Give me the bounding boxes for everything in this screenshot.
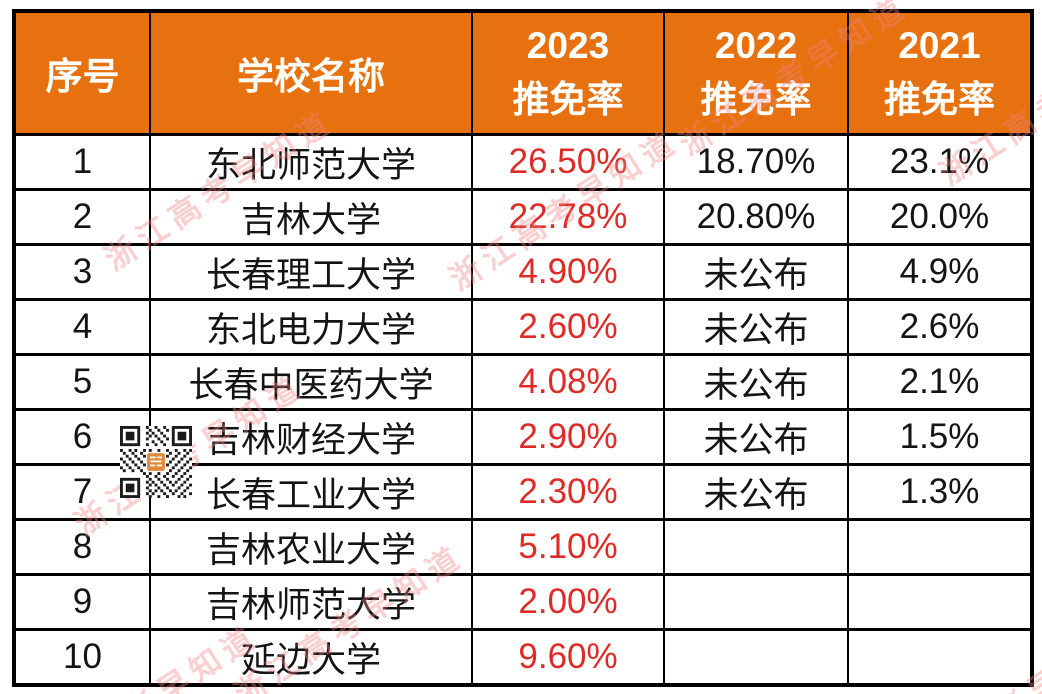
cell-seq: 9 — [13, 573, 151, 631]
table-row: 10 延边大学 9.60% — [13, 628, 1033, 687]
cell-rate-2021: 2.1% — [847, 353, 1033, 411]
cell-school-name: 吉林大学 — [149, 188, 473, 246]
cell-rate-2021: 4.9% — [847, 243, 1033, 301]
cell-rate-2022 — [663, 573, 849, 631]
cell-school-name: 吉林师范大学 — [149, 573, 473, 631]
cell-rate-2022: 未公布 — [663, 408, 849, 466]
cell-school-name: 延边大学 — [149, 628, 473, 687]
cell-rate-2021 — [847, 573, 1033, 631]
cell-rate-2022: 20.80% — [663, 188, 849, 246]
qr-code — [120, 426, 192, 498]
cell-rate-2021: 23.1% — [847, 133, 1033, 191]
cell-rate-2022 — [663, 518, 849, 576]
exemption-rate-table-wrap: 序号 学校名称 2023 推免率 2022 推免率 2021 推免率 — [12, 9, 1034, 687]
table-row: 8 吉林农业大学 5.10% — [13, 518, 1033, 576]
cell-rate-2021: 2.6% — [847, 298, 1033, 356]
year-2022: 2022 — [714, 25, 798, 67]
table-row: 1 东北师范大学 26.50% 18.70% 23.1% — [13, 133, 1033, 191]
cell-rate-2022: 未公布 — [663, 353, 849, 411]
cell-seq: 4 — [13, 298, 151, 356]
table-row: 9 吉林师范大学 2.00% — [13, 573, 1033, 631]
cell-rate-2023: 2.00% — [471, 573, 665, 631]
cell-rate-2022 — [663, 628, 849, 687]
cell-rate-2023: 26.50% — [471, 133, 665, 191]
cell-seq: 3 — [13, 243, 151, 301]
col-header-2023-rate: 2023 推免率 — [471, 9, 665, 136]
table-row: 4 东北电力大学 2.60% 未公布 2.6% — [13, 298, 1033, 356]
cell-rate-2023: 2.90% — [471, 408, 665, 466]
cell-rate-2021: 20.0% — [847, 188, 1033, 246]
cell-rate-2021 — [847, 628, 1033, 687]
cell-rate-2023: 4.90% — [471, 243, 665, 301]
table-row: 6 吉林财经大学 2.90% 未公布 1.5% — [13, 408, 1033, 466]
cell-rate-2021 — [847, 518, 1033, 576]
cell-rate-2022: 未公布 — [663, 243, 849, 301]
cell-school-name: 东北师范大学 — [149, 133, 473, 191]
cell-rate-2022: 未公布 — [663, 463, 849, 521]
table-row: 7 长春工业大学 2.30% 未公布 1.3% — [13, 463, 1033, 521]
cell-school-name: 吉林农业大学 — [149, 518, 473, 576]
col-header-seq: 序号 — [13, 9, 151, 136]
cell-rate-2023: 2.30% — [471, 463, 665, 521]
cell-rate-2023: 2.60% — [471, 298, 665, 356]
cell-school-name: 长春理工大学 — [149, 243, 473, 301]
rate-label-2023: 推免率 — [512, 79, 624, 120]
col-header-2022-rate: 2022 推免率 — [663, 9, 849, 136]
rate-label-2021: 推免率 — [884, 79, 995, 120]
year-2023: 2023 — [526, 25, 610, 67]
cell-rate-2021: 1.3% — [847, 463, 1033, 521]
cell-seq: 5 — [13, 353, 151, 411]
cell-seq: 10 — [13, 628, 151, 687]
table-row: 2 吉林大学 22.78% 20.80% 20.0% — [13, 188, 1033, 246]
cell-rate-2021: 1.5% — [847, 408, 1033, 466]
cell-seq: 8 — [13, 518, 151, 576]
cell-school-name: 东北电力大学 — [149, 298, 473, 356]
exemption-rate-table: 序号 学校名称 2023 推免率 2022 推免率 2021 推免率 — [12, 9, 1034, 687]
cell-school-name: 吉林财经大学 — [149, 408, 473, 466]
cell-school-name: 长春工业大学 — [149, 463, 473, 521]
cell-rate-2022: 未公布 — [663, 298, 849, 356]
cell-rate-2023: 4.08% — [471, 353, 665, 411]
cell-rate-2022: 18.70% — [663, 133, 849, 191]
cell-seq: 1 — [13, 133, 151, 191]
table-row: 3 长春理工大学 4.90% 未公布 4.9% — [13, 243, 1033, 301]
cell-school-name: 长春中医药大学 — [149, 353, 473, 411]
rate-label-2022: 推免率 — [700, 79, 812, 120]
year-2021: 2021 — [898, 25, 981, 67]
col-header-2021-rate: 2021 推免率 — [847, 9, 1033, 136]
cell-seq: 2 — [13, 188, 151, 246]
cell-rate-2023: 5.10% — [471, 518, 665, 576]
header-row: 序号 学校名称 2023 推免率 2022 推免率 2021 推免率 — [13, 9, 1033, 136]
table-row: 5 长春中医药大学 4.08% 未公布 2.1% — [13, 353, 1033, 411]
col-header-school-name: 学校名称 — [149, 9, 473, 136]
cell-rate-2023: 9.60% — [471, 628, 665, 687]
cell-rate-2023: 22.78% — [471, 188, 665, 246]
